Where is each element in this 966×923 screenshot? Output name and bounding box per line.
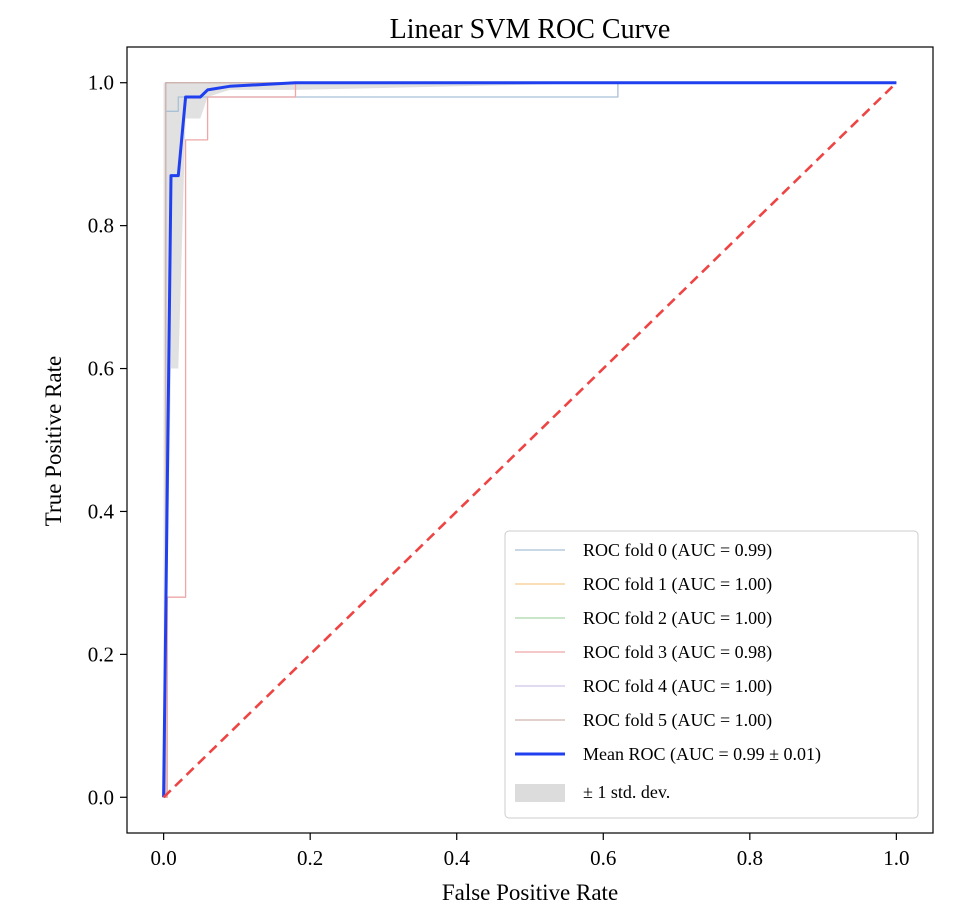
legend-label: ROC fold 5 (AUC = 1.00) bbox=[583, 710, 772, 731]
plot-area bbox=[126, 46, 934, 834]
legend-label: ± 1 std. dev. bbox=[583, 782, 670, 802]
y-tick-label: 0.0 bbox=[88, 785, 114, 809]
y-tick-label: 0.4 bbox=[88, 499, 115, 523]
mean-roc-line bbox=[162, 81, 897, 798]
roc-fold-3-line bbox=[163, 82, 897, 798]
legend: ROC fold 0 (AUC = 0.99) ROC fold 1 (AUC =… bbox=[504, 530, 919, 819]
y-tick-label: 0.2 bbox=[88, 642, 114, 666]
y-tick-label: 0.8 bbox=[88, 214, 114, 238]
x-tick-label: 0.4 bbox=[444, 846, 471, 870]
legend-box bbox=[504, 530, 919, 819]
y-tick-label: 0.6 bbox=[88, 357, 114, 381]
legend-label: Mean ROC (AUC = 0.99 ± 0.01) bbox=[583, 744, 821, 765]
x-tick-label: 1.0 bbox=[883, 846, 909, 870]
legend-label: ROC fold 2 (AUC = 1.00) bbox=[583, 608, 772, 629]
legend-label: ROC fold 0 (AUC = 0.99) bbox=[583, 540, 772, 561]
y-tick-label: 1.0 bbox=[88, 71, 114, 95]
legend-label: ROC fold 1 (AUC = 1.00) bbox=[583, 574, 772, 595]
y-axis-label: True Positive Rate bbox=[41, 356, 66, 526]
chance-line bbox=[162, 81, 898, 799]
legend-label: ROC fold 3 (AUC = 0.98) bbox=[583, 642, 772, 663]
axes-frame bbox=[126, 46, 934, 834]
x-tick-label: 0.2 bbox=[297, 846, 323, 870]
legend-swatch-std-dev bbox=[515, 784, 565, 802]
chart-title: Linear SVM ROC Curve bbox=[390, 14, 671, 45]
x-tick-label: 0.8 bbox=[737, 846, 763, 870]
x-tick-label: 0.0 bbox=[151, 846, 177, 870]
x-axis-label: False Positive Rate bbox=[442, 880, 618, 905]
x-tick-label: 0.6 bbox=[590, 846, 616, 870]
legend-label: ROC fold 4 (AUC = 1.00) bbox=[583, 676, 772, 697]
axis-ticks: 0.0 0.2 0.4 0.6 0.8 1.0 0.0 0.2 0.4 0.6 0.8 1.0 bbox=[88, 71, 910, 870]
